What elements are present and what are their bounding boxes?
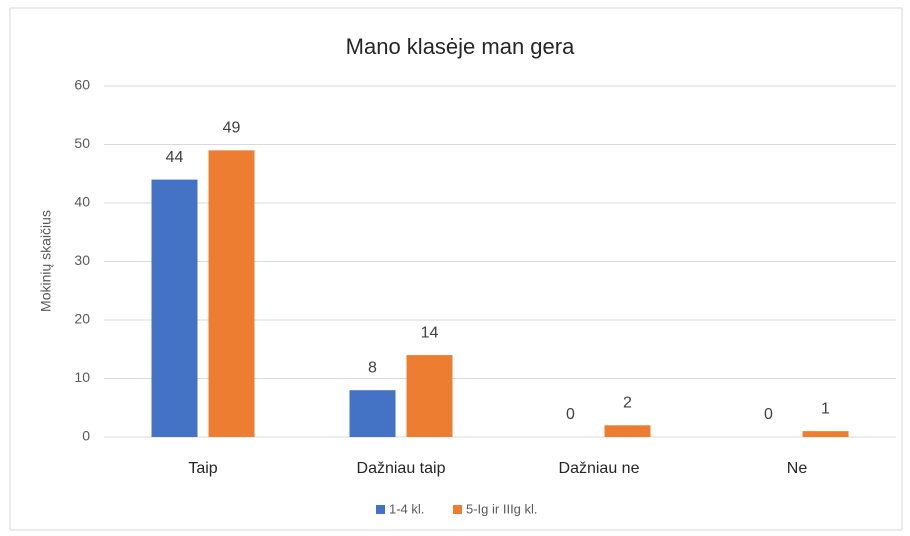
data-label: 14 — [421, 324, 439, 341]
y-tick-label: 0 — [82, 428, 90, 444]
y-tick-label: 50 — [74, 135, 90, 151]
data-label: 1 — [821, 400, 830, 417]
y-tick-label: 40 — [74, 194, 90, 210]
bar — [802, 431, 849, 437]
y-tick-label: 60 — [74, 77, 90, 93]
x-tick-label: Dažniau taip — [357, 460, 446, 477]
bar — [349, 390, 396, 437]
data-label: 0 — [566, 406, 575, 423]
data-label: 8 — [368, 359, 377, 376]
bar — [406, 355, 453, 437]
y-tick-label: 10 — [74, 369, 90, 385]
y-tick-label: 20 — [74, 311, 90, 327]
x-tick-label: Taip — [188, 460, 217, 477]
data-label: 2 — [623, 395, 632, 412]
bar — [208, 150, 255, 437]
legend-label: 5-Ig ir IIIg kl. — [466, 501, 538, 516]
bar — [604, 425, 651, 437]
data-label: 44 — [166, 149, 184, 166]
legend-label: 1-4 kl. — [389, 501, 424, 516]
legend-swatch — [453, 505, 462, 514]
chart-title: Mano klasėje man gera — [346, 34, 575, 59]
y-axis-label: Mokinių skaičius — [38, 210, 54, 312]
bar — [151, 179, 198, 437]
x-tick-label: Dažniau ne — [559, 460, 640, 477]
data-label: 0 — [764, 406, 773, 423]
y-tick-label: 30 — [74, 252, 90, 268]
x-tick-label: Ne — [787, 460, 808, 477]
legend-swatch — [376, 505, 385, 514]
data-label: 49 — [223, 120, 241, 137]
